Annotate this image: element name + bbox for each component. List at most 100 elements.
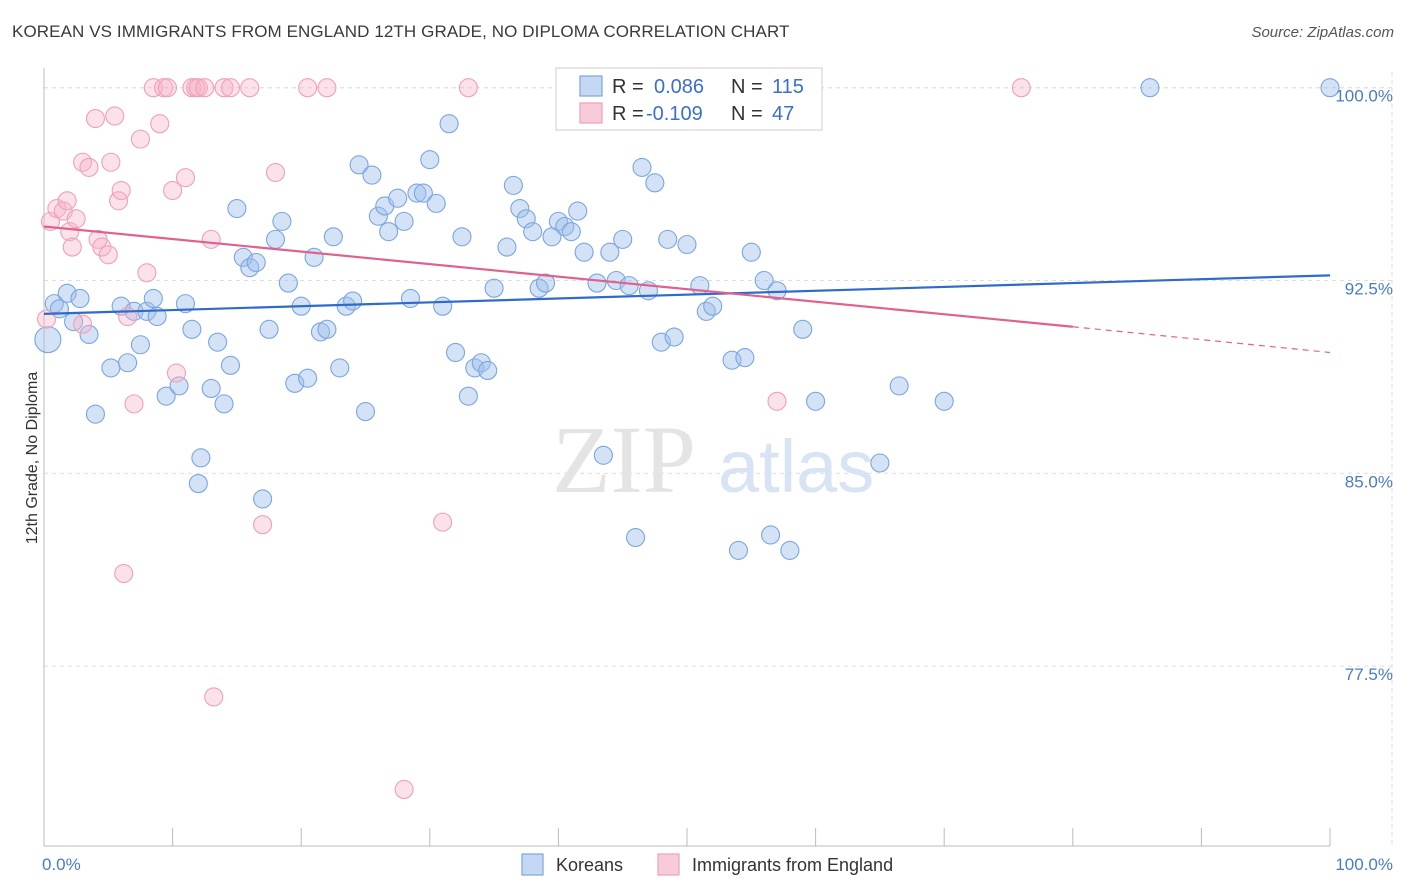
legend-swatch-koreans [579, 75, 603, 97]
koreans-point [529, 278, 549, 298]
bottom-legend: Koreans Immigrants from England [521, 853, 893, 876]
koreans-point [317, 319, 337, 339]
england-trend-extension [1072, 326, 1331, 354]
england-point [111, 180, 131, 201]
england-point [150, 114, 170, 134]
legend-r-value-koreans: 0.086 [654, 76, 704, 98]
koreans-point [175, 294, 196, 314]
legend-box: R = 0.086 N = 115 R = -0.109 N = 47 [555, 67, 823, 131]
england-point [253, 515, 273, 535]
england-trend-line [43, 225, 1073, 328]
england-point [130, 129, 150, 149]
koreans-point [1140, 78, 1160, 98]
watermark-zip: ZIP [552, 406, 696, 513]
y-axis-label: 12th Grade, No Diploma [24, 372, 41, 545]
koreans-point [439, 114, 459, 134]
koreans-point [278, 273, 298, 293]
england-point [265, 162, 286, 183]
koreans-point [754, 270, 774, 291]
koreans-point [240, 258, 260, 278]
koreans-point [34, 326, 62, 354]
x-tick-label-max: 100.0% [1335, 855, 1393, 874]
england-point [143, 78, 163, 98]
koreans-point [220, 355, 241, 375]
koreans-point [600, 242, 620, 262]
koreans-point [368, 206, 388, 226]
england-point [62, 237, 82, 257]
legend-n-value-koreans: 115 [772, 76, 804, 98]
koreans-point [323, 227, 343, 247]
koreans-point [156, 386, 176, 406]
england-point [166, 363, 187, 383]
series-england [37, 78, 1031, 799]
legend-r-label-england: R = [612, 103, 644, 125]
koreans-point [191, 448, 211, 468]
england-point [92, 237, 112, 257]
england-point [240, 78, 260, 98]
england-point [105, 106, 125, 126]
bottom-legend-label-koreans: Koreans [556, 855, 623, 875]
england-point [157, 78, 178, 98]
koreans-point [574, 242, 594, 262]
england-point [188, 78, 208, 98]
koreans-point [208, 332, 228, 352]
england-point [57, 191, 77, 211]
legend-n-label-england: N = [731, 103, 763, 125]
koreans-point [889, 376, 909, 396]
england-point [124, 394, 144, 414]
koreans-point [388, 188, 408, 208]
koreans-point [433, 296, 453, 316]
england-point [175, 168, 196, 188]
koreans-point [343, 291, 363, 311]
y-tick-label: 77.5% [1345, 665, 1393, 684]
koreans-point [626, 527, 646, 548]
y-tick-label: 85.0% [1345, 472, 1393, 491]
koreans-point [355, 402, 376, 422]
y-tick-labels: 77.5% 85.0% 92.5% 100.0% [1335, 87, 1393, 684]
x-tick-labels: 0.0% 100.0% [42, 855, 1393, 874]
england-point [201, 229, 221, 249]
koreans-point [101, 358, 121, 378]
koreans-point [632, 157, 652, 177]
koreans-point [478, 360, 498, 381]
koreans-point [285, 373, 305, 393]
y-tick-label: 92.5% [1345, 279, 1393, 298]
koreans-point [497, 237, 517, 257]
england-point [394, 779, 414, 799]
koreans-point [587, 273, 607, 293]
y-tick-label: 100.0% [1335, 87, 1393, 106]
koreans-point [703, 296, 723, 316]
koreans-point [934, 391, 954, 411]
koreans-point [548, 211, 568, 231]
legend-swatch-england [579, 102, 603, 124]
koreans-point [407, 183, 427, 203]
watermark: ZIP atlas [552, 406, 874, 513]
koreans-point [658, 229, 678, 249]
koreans-trend-line [43, 274, 1331, 316]
koreans-point [349, 155, 369, 175]
koreans-point [561, 222, 581, 242]
koreans-point [677, 234, 697, 255]
england-point [298, 78, 318, 98]
watermark-atlas: atlas [718, 425, 874, 508]
england-point [85, 109, 105, 129]
england-point [163, 180, 183, 201]
koreans-point [57, 283, 77, 303]
koreans-point [147, 306, 167, 327]
koreans-point [728, 540, 748, 560]
koreans-point [696, 301, 716, 321]
koreans-point [593, 445, 613, 465]
koreans-point [118, 353, 138, 373]
koreans-point [130, 335, 150, 355]
england-point [73, 152, 93, 172]
trend-lines [43, 225, 1331, 354]
koreans-point [188, 474, 208, 494]
england-point [433, 512, 453, 532]
england-point [73, 314, 93, 334]
koreans-point [182, 319, 202, 339]
bottom-legend-swatch-koreans [521, 853, 544, 876]
koreans-point [259, 319, 279, 339]
koreans-point [806, 391, 826, 411]
england-point [137, 263, 157, 283]
